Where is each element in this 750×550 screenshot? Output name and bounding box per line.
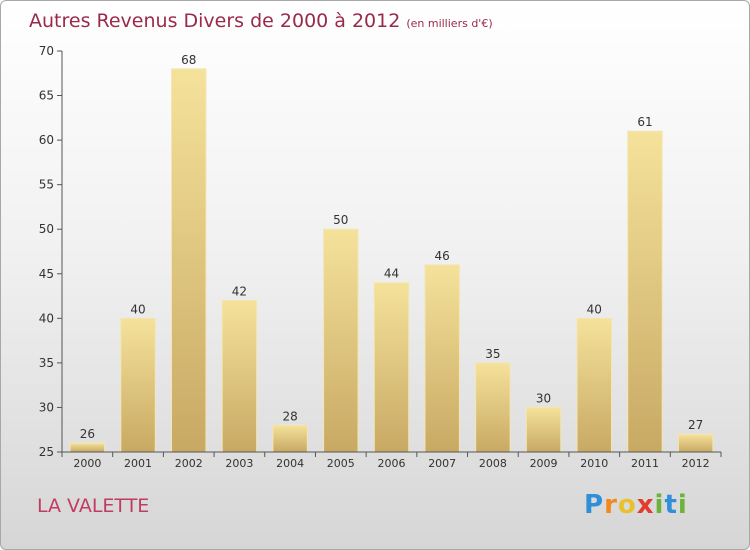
logo-letter: P: [584, 490, 605, 520]
bar: [677, 433, 714, 453]
chart-title: Autres Revenus Divers de 2000 à 2012 (en …: [29, 10, 493, 32]
data-label: 68: [181, 53, 196, 67]
logo-letter: o: [617, 490, 637, 520]
bar: [627, 130, 663, 453]
logo-letter: x: [636, 490, 655, 520]
chart-title-text: Autres Revenus Divers de 2000 à 2012: [29, 10, 401, 32]
x-tick-label: 2000: [73, 457, 101, 470]
x-tick-label: 2001: [124, 457, 152, 470]
logo-letter: r: [604, 490, 618, 520]
x-tick-label: 2006: [378, 457, 406, 470]
y-tick-label: 35: [39, 356, 54, 370]
bar: [525, 406, 562, 453]
bar: [272, 424, 308, 453]
data-label: 44: [384, 267, 399, 281]
bar: [120, 317, 156, 453]
logo-letter: i: [654, 490, 665, 520]
bar: [170, 68, 207, 453]
data-label: 26: [80, 427, 95, 441]
x-tick-label: 2005: [327, 457, 355, 470]
x-tick-label: 2004: [276, 457, 304, 470]
data-label: 50: [333, 213, 348, 227]
data-label: 40: [130, 302, 145, 316]
bar: [323, 228, 359, 453]
logo-letter: t: [664, 490, 678, 520]
x-tick-label: 2003: [225, 457, 253, 470]
bar: [424, 264, 460, 453]
x-tick-label: 2008: [479, 457, 507, 470]
y-tick-label: 70: [39, 44, 54, 58]
y-tick-label: 25: [39, 445, 54, 459]
data-label: 35: [485, 347, 500, 361]
logo-letter: i: [677, 490, 688, 520]
chart-subtitle: (en milliers d'€): [406, 17, 493, 30]
x-tick-label: 2011: [631, 457, 659, 470]
data-label: 30: [536, 391, 551, 405]
y-tick-label: 30: [39, 400, 54, 414]
y-tick-label: 45: [39, 267, 54, 281]
data-label: 42: [232, 285, 247, 299]
y-tick-label: 50: [39, 222, 54, 236]
data-label: 46: [435, 249, 450, 263]
town-name: LA VALETTE: [37, 495, 150, 517]
y-tick-label: 40: [39, 311, 54, 325]
x-tick-label: 2009: [530, 457, 558, 470]
x-tick-label: 2002: [175, 457, 203, 470]
data-label: 27: [688, 418, 703, 432]
data-label: 61: [637, 115, 652, 129]
x-tick-label: 2007: [428, 457, 456, 470]
x-tick-label: 2012: [682, 457, 710, 470]
bar: [475, 362, 511, 453]
y-tick-label: 55: [39, 178, 54, 192]
bar: [373, 282, 410, 453]
y-tick-label: 65: [39, 89, 54, 103]
x-tick-label: 2010: [580, 457, 608, 470]
bar: [221, 300, 258, 453]
bar: [69, 442, 106, 453]
proxiti-logo: Proxiti: [584, 490, 688, 520]
data-label: 28: [282, 409, 297, 423]
data-label: 40: [587, 302, 602, 316]
bar: [576, 317, 613, 453]
y-tick-label: 60: [39, 133, 54, 147]
